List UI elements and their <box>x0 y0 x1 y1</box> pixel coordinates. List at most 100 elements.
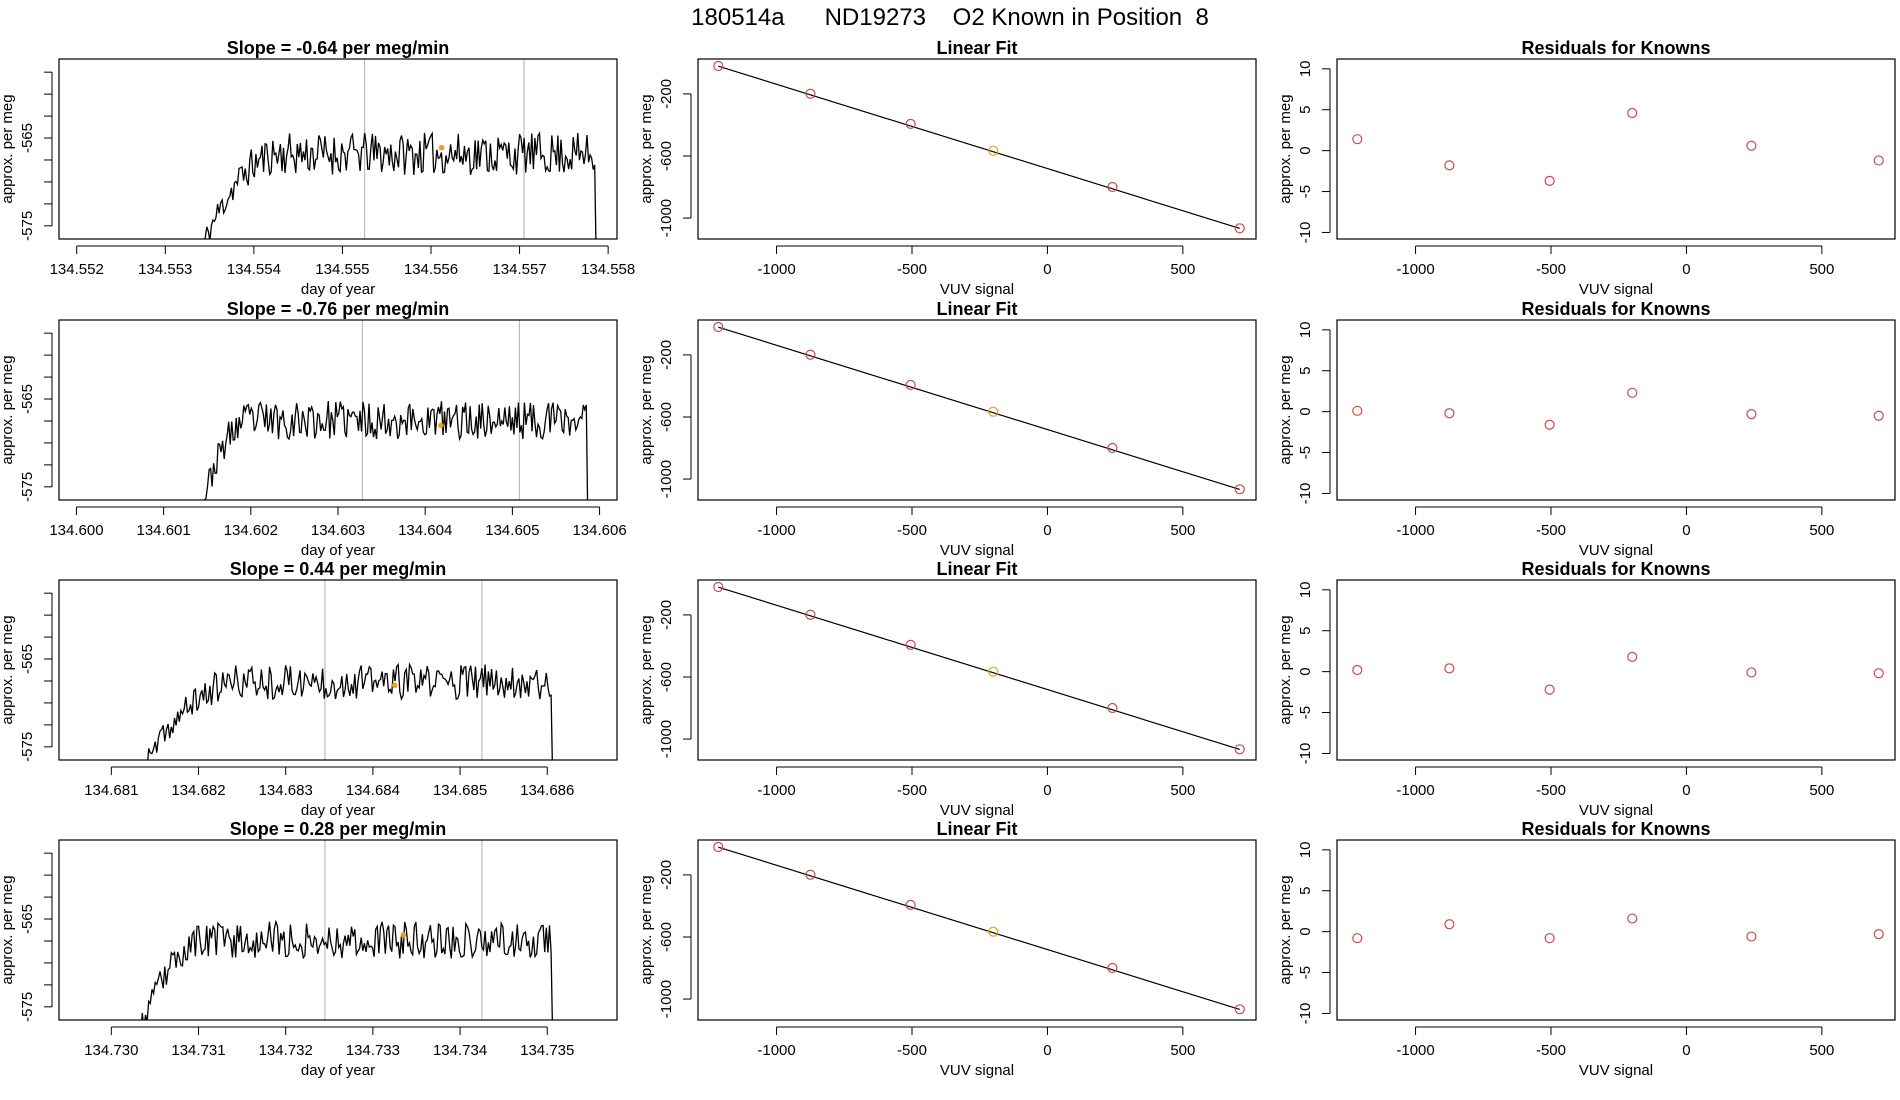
x-tick-label: -500 <box>1536 261 1566 278</box>
panel-3-2: Linear Fit -1000 -500 0 500 VUV signal -200 -60… <box>638 559 1257 819</box>
panel-2-1: Slope = -0.76 per meg/min 134.600 134.601 1… <box>0 299 627 559</box>
plot-data <box>713 321 1245 495</box>
y-axis-label: approx. per meg <box>0 355 16 464</box>
y-tick-label: -5 <box>1297 446 1314 459</box>
y-tick-label: -200 <box>658 79 675 109</box>
data-point <box>1107 962 1118 974</box>
chart-title: Slope = 0.44 per meg/min <box>230 559 447 579</box>
panel-3-3: Residuals for Knowns -1000 -500 0 500 VUV sig… <box>1277 559 1896 819</box>
x-tick-label: 134.602 <box>224 522 278 539</box>
y-axis-label: approx. per meg <box>1277 875 1294 984</box>
panel-3-1: Slope = 0.44 per meg/min 134.681 134.682 13… <box>0 559 618 819</box>
y-axis-label: approx. per meg <box>638 355 655 464</box>
y-tick-label: -5 <box>1297 966 1314 979</box>
page-title: 180514a ND19273 O2 Known in Position 8 <box>691 4 1209 31</box>
plot-frame <box>58 839 618 1021</box>
y-tick-label: -200 <box>658 860 675 890</box>
data-trace <box>147 662 553 760</box>
y-tick-label: -1000 <box>658 980 675 1018</box>
y-tick-label: -5 <box>1297 185 1314 198</box>
fit-line <box>718 846 1240 1011</box>
data-point <box>1627 651 1638 663</box>
x-tick-label: 500 <box>1809 782 1834 799</box>
highlight-point <box>988 666 999 677</box>
x-tick-label: 0 <box>1043 522 1051 539</box>
panel-4-2: Linear Fit -1000 -500 0 500 VUV signal -200 -60… <box>638 819 1257 1079</box>
chart-title: Linear Fit <box>936 559 1017 579</box>
data-trace <box>203 400 589 500</box>
data-point <box>1746 931 1757 942</box>
x-tick-label: 134.555 <box>315 261 369 278</box>
chart-title: Residuals for Knowns <box>1521 299 1710 319</box>
x-tick-label: 134.730 <box>84 1042 138 1059</box>
x-tick-label: 0 <box>1682 1042 1690 1059</box>
plot-data <box>713 60 1245 234</box>
plot-data <box>204 59 597 239</box>
x-tick-label: -500 <box>897 782 927 799</box>
plot-frame <box>58 319 618 501</box>
data-trace <box>204 130 597 239</box>
y-tick-label: 10 <box>1297 60 1314 77</box>
data-point <box>1234 744 1245 755</box>
highlight-point <box>400 932 407 938</box>
x-tick-label: 500 <box>1809 522 1834 539</box>
chart-title: Slope = -0.76 per meg/min <box>227 299 450 319</box>
plot-data <box>713 581 1245 755</box>
y-tick-label: 5 <box>1297 627 1314 635</box>
data-point <box>805 869 816 880</box>
fit-line <box>718 326 1240 491</box>
x-axis-label: VUV signal <box>1579 281 1653 298</box>
data-point <box>1627 107 1638 119</box>
x-tick-label: 134.558 <box>581 261 635 278</box>
x-tick-label: 0 <box>1043 261 1051 278</box>
chart-title: Linear Fit <box>936 819 1017 839</box>
data-point <box>905 899 916 910</box>
x-tick-label: 134.553 <box>138 261 192 278</box>
plot-data <box>1352 913 1884 944</box>
y-tick-label: -575 <box>19 211 36 241</box>
x-tick-label: 134.605 <box>485 522 539 539</box>
highlight-point <box>988 406 999 417</box>
data-point <box>1107 181 1118 193</box>
x-axis-label: VUV signal <box>1579 542 1653 559</box>
x-tick-label: 134.606 <box>572 522 626 539</box>
panel-1-1: Slope = -0.64 per meg/min 134.552 134.553 1… <box>0 38 635 298</box>
data-point <box>905 118 916 129</box>
y-tick-label: -565 <box>19 123 36 153</box>
x-tick-label: -1000 <box>757 522 795 539</box>
x-tick-label: 134.604 <box>398 522 452 539</box>
data-point <box>905 379 916 390</box>
y-tick-label: -565 <box>19 644 36 674</box>
y-tick-label: -10 <box>1297 743 1314 765</box>
data-point <box>1873 155 1884 166</box>
data-point <box>1234 484 1245 495</box>
x-tick-label: -1000 <box>1396 522 1434 539</box>
fit-line <box>718 65 1240 230</box>
x-tick-label: 134.732 <box>259 1042 313 1059</box>
x-axis-label: VUV signal <box>1579 1062 1653 1079</box>
chart-title: Residuals for Knowns <box>1521 819 1710 839</box>
data-point <box>1352 405 1363 416</box>
x-tick-label: -500 <box>897 1042 927 1059</box>
data-point <box>713 581 724 593</box>
chart-title: Slope = 0.28 per meg/min <box>230 819 447 839</box>
panel-1-3: Residuals for Knowns -1000 -500 0 500 VUV sig… <box>1277 38 1896 298</box>
panel-4-1: Slope = 0.28 per meg/min 134.730 134.731 13… <box>0 819 618 1079</box>
data-point <box>1627 913 1638 924</box>
x-tick-label: 500 <box>1170 522 1195 539</box>
data-point <box>1234 223 1245 234</box>
x-tick-label: 134.685 <box>433 782 487 799</box>
y-tick-label: 0 <box>1297 407 1314 415</box>
x-tick-label: 134.556 <box>404 261 458 278</box>
y-tick-label: -1000 <box>658 460 675 498</box>
x-axis-label: day of year <box>301 542 375 559</box>
y-axis-label: approx. per meg <box>1277 94 1294 203</box>
data-point <box>1444 919 1455 930</box>
y-tick-label: -10 <box>1297 222 1314 244</box>
y-tick-label: 10 <box>1297 581 1314 598</box>
data-point <box>713 60 724 72</box>
data-point <box>1544 419 1555 430</box>
panel-1-2: Linear Fit -1000 -500 0 500 VUV signal -200 -60… <box>638 38 1257 298</box>
data-point <box>1873 410 1884 421</box>
data-point <box>1107 702 1118 714</box>
